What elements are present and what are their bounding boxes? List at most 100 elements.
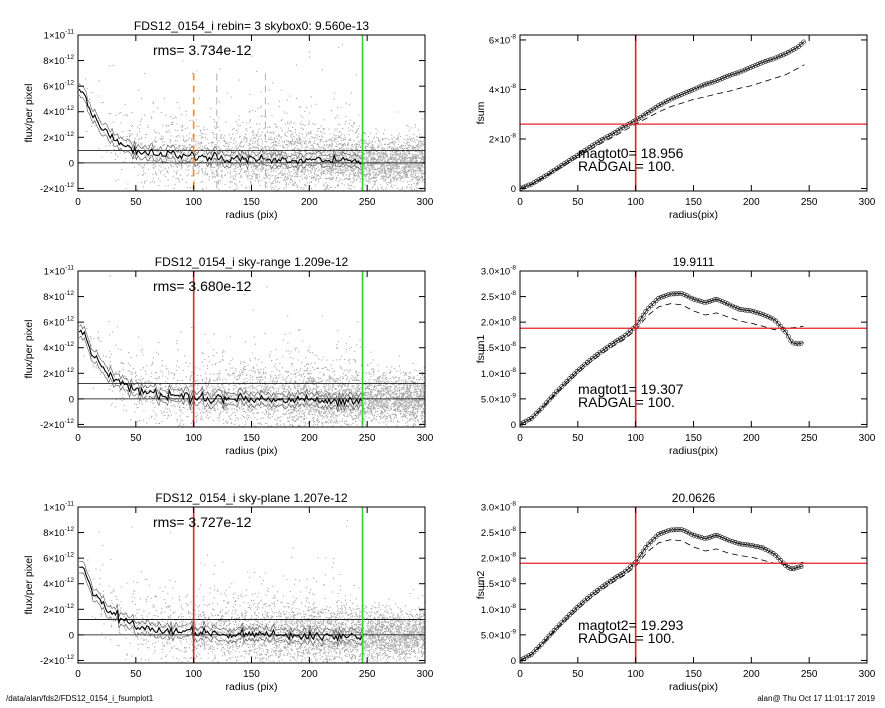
growth-marker	[704, 299, 710, 305]
growth-curve-markers	[520, 39, 806, 191]
growth-marker	[760, 545, 766, 551]
chart-profile-0: rms= 3.734e-12 0 50 100 150 200 250 300 -2×10-12…	[23, 19, 434, 221]
x-tick-label: 300	[417, 433, 434, 444]
growth-marker	[758, 311, 763, 317]
profile-upper-error	[78, 83, 363, 160]
growth-marker	[668, 96, 674, 102]
y-tick-label: 2.5×10-8	[481, 290, 516, 303]
x-tick-label: 0	[517, 197, 523, 208]
profile-lower-error	[79, 572, 363, 648]
plot-area	[520, 507, 867, 663]
growth-marker	[775, 321, 781, 327]
growth-marker	[536, 408, 542, 414]
growth-marker	[684, 293, 689, 299]
y-tick-label: 6×10-12	[43, 316, 74, 329]
growth-marker	[523, 183, 529, 189]
growth-marker	[765, 58, 771, 63]
growth-marker	[615, 573, 621, 579]
growth-marker	[686, 530, 692, 536]
growth-marker	[671, 291, 677, 297]
growth-marker	[752, 309, 758, 315]
growth-marker	[544, 400, 549, 406]
growth-marker	[569, 156, 575, 162]
y-tick-label: 1.0×10-8	[481, 367, 516, 380]
growth-curve-markers	[520, 291, 804, 427]
y-tick-label: 0	[69, 158, 74, 169]
y-axis-label: flux/per pixel	[23, 320, 35, 379]
growth-marker	[666, 97, 672, 103]
growth-marker	[763, 313, 768, 318]
chart-title: FDS12_0154_i sky-range 1.209e-12	[155, 255, 349, 269]
x-tick-label: 100	[185, 669, 202, 680]
growth-marker	[648, 108, 654, 113]
x-tick-label: 200	[301, 669, 318, 680]
growth-marker	[577, 151, 583, 157]
growth-marker	[679, 92, 684, 97]
y-axis-label: fsum1	[475, 335, 487, 364]
profile-upper-error	[78, 324, 363, 402]
rms-annotation: rms= 3.680e-12	[153, 278, 252, 294]
growth-marker	[559, 162, 565, 168]
profile-lower-error	[78, 335, 363, 413]
growth-marker	[696, 534, 702, 540]
growth-marker	[610, 341, 616, 346]
y-tick-label: 1×10-11	[44, 501, 75, 514]
y-tick-label: 2.0×10-8	[481, 316, 516, 329]
growth-marker	[651, 106, 656, 112]
growth-marker	[704, 535, 710, 541]
growth-marker	[605, 344, 611, 350]
growth-marker	[600, 584, 605, 590]
plot-area	[78, 35, 425, 191]
footer-timestamp: alan@ Thu Oct 17 11:01:17 2019	[757, 694, 875, 703]
growth-marker	[755, 310, 761, 316]
growth-marker	[719, 76, 725, 81]
y-tick-label: 4×10-12	[43, 105, 74, 118]
growth-marker	[778, 53, 784, 59]
growth-marker	[676, 93, 682, 99]
growth-marker	[750, 543, 756, 549]
growth-marker	[737, 69, 743, 75]
growth-marker	[740, 541, 745, 547]
growth-marker	[605, 134, 611, 139]
y-tick-label: 3.0×10-8	[481, 265, 516, 278]
growth-marker	[676, 527, 682, 532]
y-tick-label: 8×10-12	[43, 290, 74, 303]
growth-marker	[785, 49, 791, 55]
x-tick-label: 100	[185, 433, 202, 444]
growth-marker	[610, 131, 616, 137]
growth-marker	[661, 100, 667, 106]
growth-marker	[521, 184, 527, 190]
growth-marker	[556, 164, 562, 170]
growth-marker	[643, 545, 649, 550]
growth-marker	[567, 376, 572, 382]
growth-marker	[638, 316, 644, 322]
growth-marker	[674, 291, 679, 297]
growth-marker	[763, 546, 768, 552]
growth-marker	[707, 80, 712, 86]
y-tick-label: 5.0×10-9	[481, 628, 516, 641]
x-tick-label: 300	[859, 669, 876, 680]
growth-marker	[546, 633, 552, 639]
pixel-scatter-points	[82, 44, 425, 191]
y-tick-label: 8×10-12	[43, 526, 74, 539]
y-tick-label: 0	[511, 420, 516, 431]
growth-marker	[750, 64, 756, 69]
chart-profile-1: rms= 3.680e-12 0 50 100 150 200 250 300 -2×10-12…	[23, 255, 434, 457]
growth-marker	[778, 558, 784, 563]
profile-lower-error	[78, 94, 363, 171]
footer-file-path: /data/alan/fds2/FDS12_0154_i_fsumplot1	[6, 694, 154, 703]
growth-marker	[798, 564, 804, 569]
growth-marker	[615, 128, 621, 133]
growth-marker	[600, 137, 605, 142]
growth-marker	[742, 542, 748, 547]
growth-marker	[796, 564, 801, 570]
x-tick-label: 50	[572, 197, 584, 208]
y-tick-label: 6×10-12	[43, 80, 74, 93]
growth-marker	[638, 552, 644, 558]
x-tick-label: 150	[243, 197, 260, 208]
growth-marker	[732, 71, 738, 77]
growth-marker	[763, 59, 768, 64]
growth-marker	[724, 301, 730, 307]
